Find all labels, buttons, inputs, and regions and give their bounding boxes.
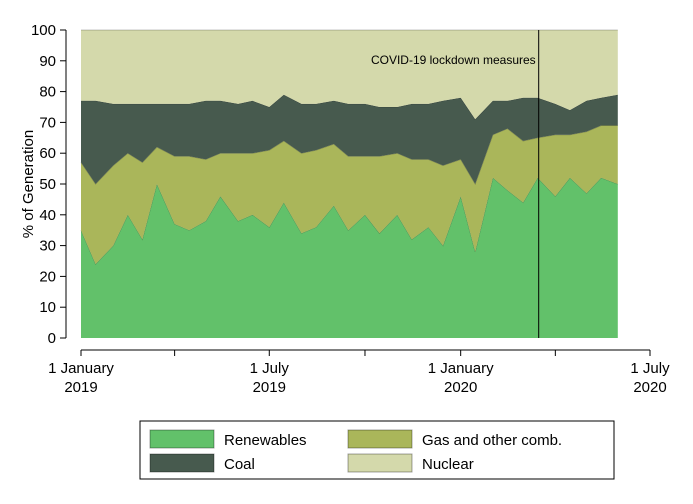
- legend-label-renewables: Renewables: [224, 432, 307, 449]
- x-tick-label: 1 January: [428, 360, 494, 377]
- y-tick-label: 40: [39, 207, 56, 224]
- y-tick-label: 10: [39, 299, 56, 316]
- legend-label-nuclear: Nuclear: [422, 456, 474, 473]
- x-tick-label: 1 July: [630, 360, 670, 377]
- area-gas-and-other-comb: [81, 125, 618, 265]
- x-tick-label: 1 January: [48, 360, 114, 377]
- stacked-areas: [80, 29, 618, 338]
- y-tick-label: 70: [39, 114, 56, 131]
- x-tick-year-label: 2020: [444, 379, 477, 396]
- x-tick-year-label: 2019: [253, 379, 286, 396]
- y-ticks: 0 10 20 30 40 50 60 70 80 90 100: [31, 22, 66, 347]
- y-tick-label: 0: [48, 330, 56, 347]
- x-tick-year-label: 2020: [633, 379, 666, 396]
- y-tick-label: 100: [31, 22, 56, 39]
- area-coal: [81, 94, 618, 184]
- legend-swatch-renewables: [149, 429, 215, 449]
- legend-swatch-coal: [149, 453, 215, 473]
- y-tick-label: 20: [39, 268, 56, 285]
- area-renewables: [81, 177, 618, 338]
- y-tick-label: 60: [39, 145, 56, 162]
- x-tick-label: 1 July: [250, 360, 290, 377]
- lockdown-annotation: COVID-19 lockdown measures: [371, 53, 536, 67]
- legend-label-gas-and-other-comb: Gas and other comb.: [422, 432, 562, 449]
- y-tick-label: 50: [39, 176, 56, 193]
- x-ticks: 1 January 2019 1 July 2019 1 January 2020 1 Ju…: [48, 350, 670, 396]
- legend: Renewables Gas and other comb. Coal Nuclear: [139, 420, 615, 480]
- legend-swatch-nuclear: [347, 453, 413, 473]
- legend-swatch-gas-and-other-comb: [347, 429, 413, 449]
- annotation-group: COVID-19 lockdown measures: [371, 30, 540, 338]
- y-axis-title: % of Generation: [20, 130, 37, 238]
- y-tick-label: 30: [39, 238, 56, 255]
- legend-label-coal: Coal: [224, 456, 255, 473]
- y-tick-label: 90: [39, 53, 56, 70]
- y-tick-label: 80: [39, 84, 56, 101]
- area-nuclear: [81, 30, 618, 120]
- x-tick-year-label: 2019: [64, 379, 97, 396]
